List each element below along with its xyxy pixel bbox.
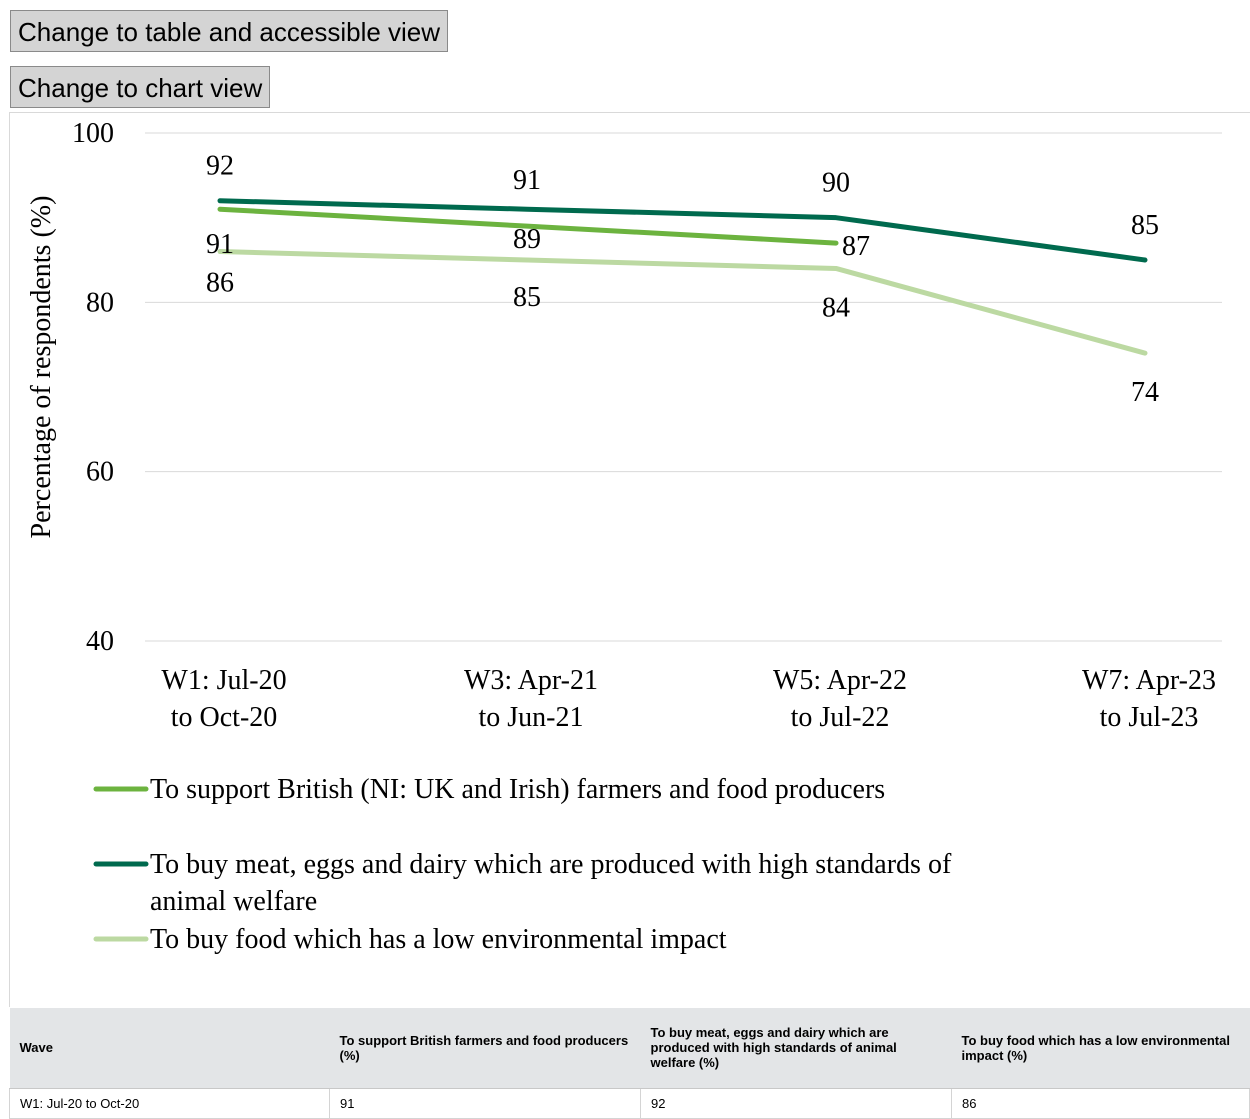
x-tick-label: W3: Apr-21	[464, 665, 598, 696]
data-label: 87	[842, 231, 870, 262]
table-cell-animal-welfare: 92	[640, 1088, 952, 1119]
table-header-support-british: To support British farmers and food prod…	[329, 1008, 641, 1089]
x-tick-label: W1: Jul-20	[161, 665, 286, 696]
table-header-environmental-impact: To buy food which has a low environmenta…	[951, 1008, 1250, 1089]
data-label: 91	[513, 165, 541, 196]
data-label: 85	[513, 282, 541, 313]
change-to-table-view-button[interactable]: Change to table and accessible view	[10, 10, 449, 52]
chart-container	[9, 112, 1250, 1007]
table-cell-wave: W1: Jul-20 to Oct-20	[9, 1088, 330, 1119]
x-tick-label: to Jul-23	[1100, 702, 1199, 733]
y-axis-label: Percentage of respondents (%)	[26, 196, 57, 539]
data-table: Wave To support British farmers and food…	[9, 1008, 1250, 1119]
data-label: 91	[206, 229, 234, 260]
table-header-animal-welfare: To buy meat, eggs and dairy which are pr…	[640, 1008, 952, 1089]
data-label: 74	[1131, 377, 1159, 408]
x-tick-label: to Jul-22	[791, 702, 890, 733]
data-label: 85	[1131, 210, 1159, 241]
legend-label: animal welfare	[150, 886, 317, 917]
series-line-3	[217, 249, 1148, 356]
x-tick-label: to Oct-20	[171, 702, 278, 733]
legend-label: To buy meat, eggs and dairy which are pr…	[150, 849, 952, 880]
data-label: 84	[822, 292, 850, 323]
series-line-2	[217, 198, 1148, 263]
data-label: 89	[513, 224, 541, 255]
table-header-wave: Wave	[9, 1008, 330, 1089]
y-tick-label: 60	[86, 457, 114, 488]
table-row: W1: Jul-20 to Oct-20 91 92 86	[9, 1088, 1250, 1119]
data-label: 86	[206, 268, 234, 299]
y-tick-label: 100	[72, 118, 114, 149]
x-tick-label: W7: Apr-23	[1082, 665, 1216, 696]
table-header-row: Wave To support British farmers and food…	[9, 1008, 1250, 1089]
table-cell-environmental-impact: 86	[951, 1088, 1250, 1119]
y-tick-label: 80	[86, 287, 114, 318]
change-to-chart-view-button[interactable]: Change to chart view	[10, 66, 271, 108]
x-tick-label: to Jun-21	[479, 702, 584, 733]
y-tick-label: 40	[86, 626, 114, 657]
table-cell-support-british: 91	[329, 1088, 641, 1119]
line-chart: 40 60 80 100 Percentage of respondents (%) W1…	[26, 118, 1222, 955]
series-line-1	[217, 206, 839, 246]
data-label: 90	[822, 168, 850, 199]
legend-label: To support British (NI: UK and Irish) fa…	[150, 774, 885, 805]
data-label: 92	[206, 151, 234, 182]
x-tick-label: W5: Apr-22	[773, 665, 907, 696]
legend-label: To buy food which has a low environmenta…	[150, 924, 727, 955]
